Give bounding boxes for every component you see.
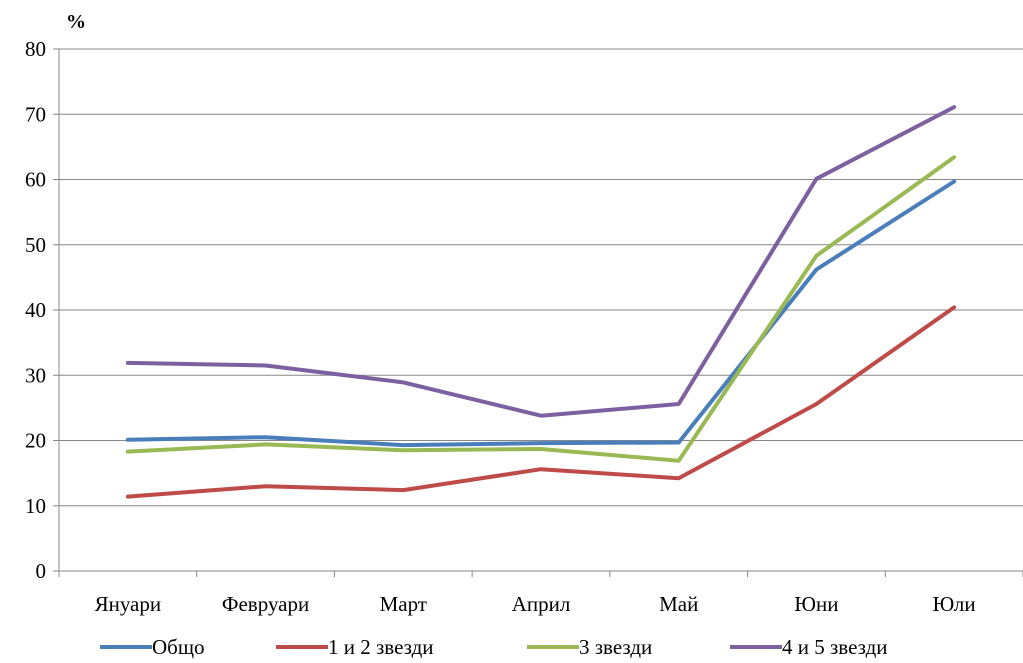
x-tick-label: Април	[512, 592, 571, 616]
y-tick-label: 10	[25, 494, 46, 518]
x-tick-label: Февруари	[222, 592, 309, 616]
legend: Общо 1 и 2 звезди 3 звезди 4 и 5 звезди	[100, 635, 888, 659]
x-tick-label: Юли	[933, 592, 976, 616]
legend-label-1: Общо	[152, 635, 205, 659]
legend-label-4: 4 и 5 звезди	[782, 635, 888, 659]
y-tick-label: 0	[36, 559, 47, 583]
gridlines	[59, 48, 1023, 507]
y-tick-label: 30	[25, 363, 46, 387]
y-tick-label: 40	[25, 298, 46, 322]
series-lines	[125, 105, 957, 499]
x-tick-label: Март	[380, 592, 427, 616]
legend-label-2: 1 и 2 звезди	[328, 635, 434, 659]
series-line-1	[125, 179, 957, 448]
series-line-3	[125, 155, 957, 463]
series-line-2	[125, 305, 957, 499]
series-line-4	[125, 105, 957, 418]
legend-label-3: 3 звезди	[579, 635, 652, 659]
axes: 0 10 20 30 40 50 60 70 80 Януари Февруари Март Април…	[25, 37, 1023, 616]
y-tick-label: 80	[25, 37, 46, 61]
x-tick-label: Януари	[95, 592, 162, 616]
y-tick-label: 20	[25, 429, 46, 453]
y-tick-label: 50	[25, 233, 46, 257]
x-tick-label: Юни	[794, 592, 838, 616]
y-tick-label: 60	[25, 168, 46, 192]
y-axis-label: %	[66, 11, 86, 33]
y-tick-label: 70	[25, 102, 46, 126]
x-tick-label: Май	[659, 592, 698, 616]
